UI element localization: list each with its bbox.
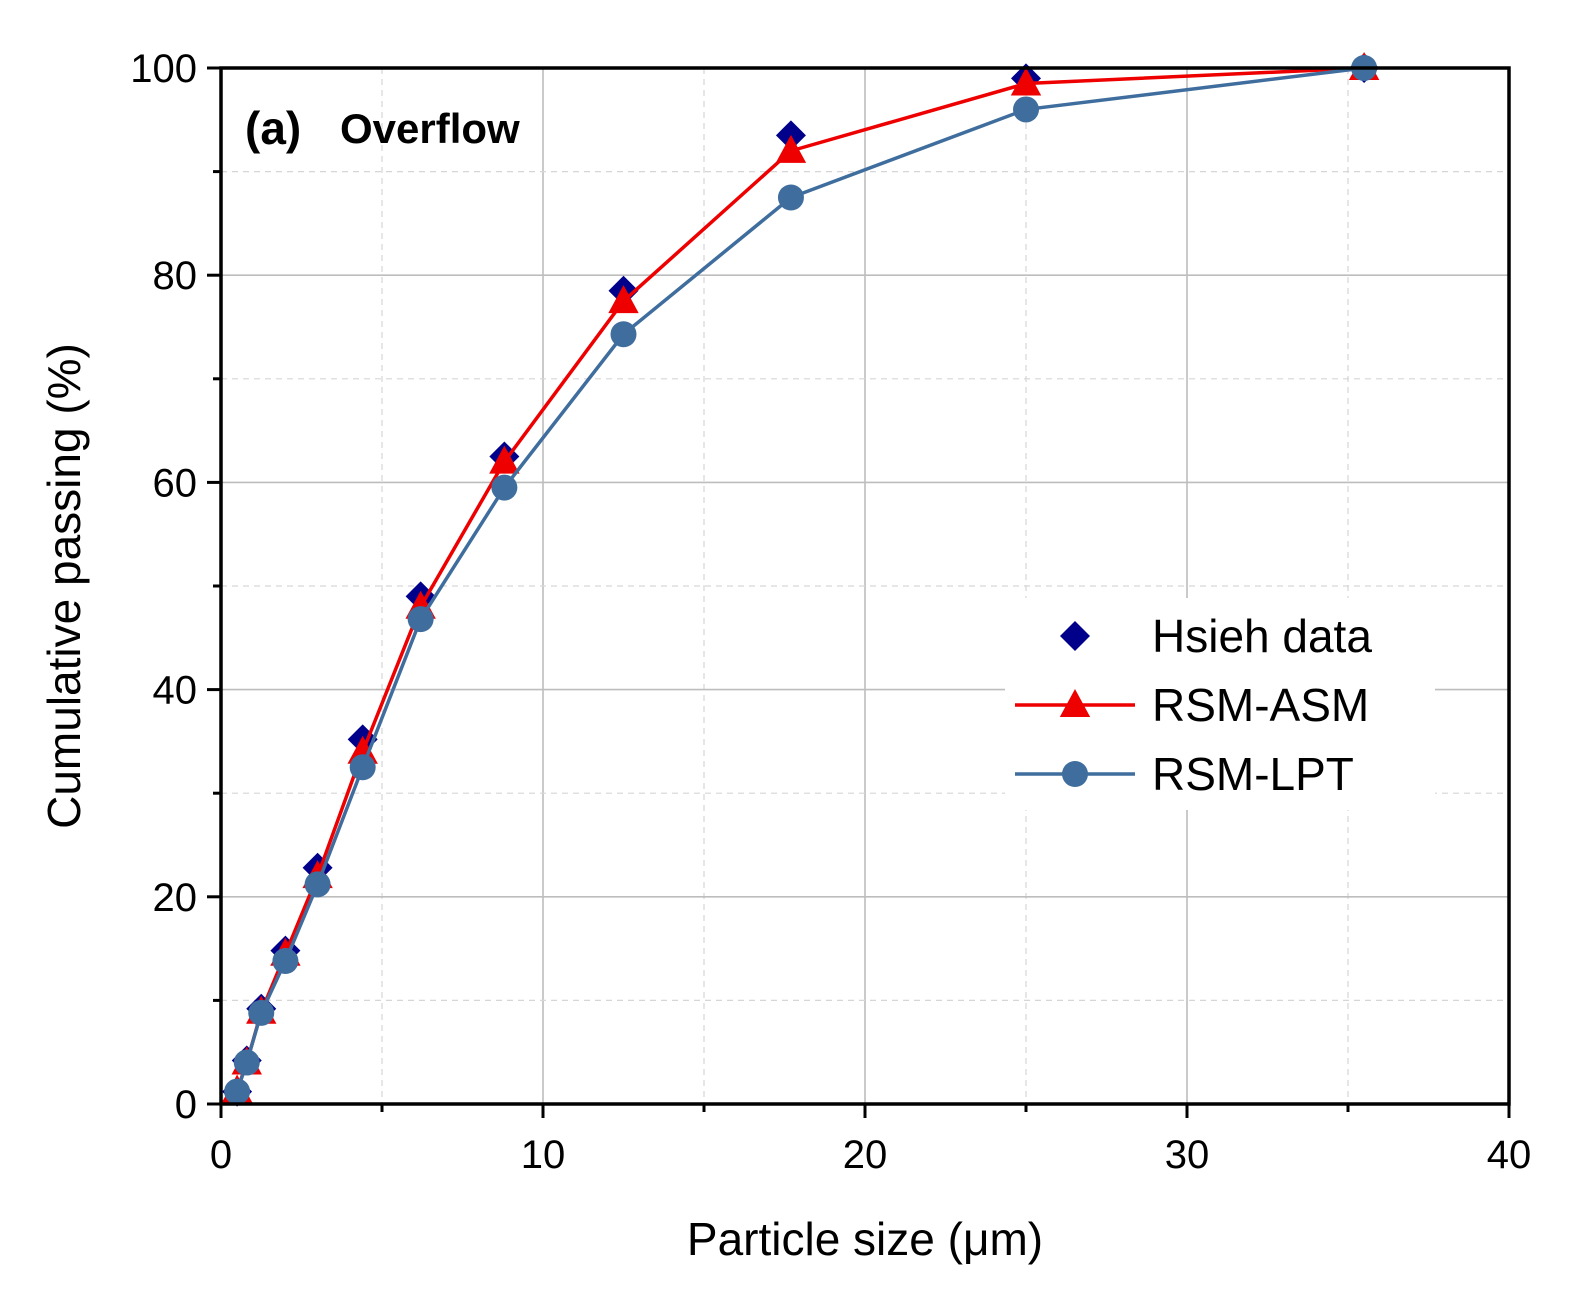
data-point bbox=[777, 184, 804, 211]
series-layer bbox=[219, 52, 1380, 1107]
x-tick-label: 20 bbox=[843, 1133, 888, 1177]
data-point bbox=[1013, 96, 1039, 123]
data-point bbox=[248, 999, 275, 1026]
axis-ticks: 0 10 20 30 40 0 20 40 60 80 100 bbox=[130, 47, 1531, 1177]
x-tick-label: 40 bbox=[1487, 1133, 1532, 1177]
legend-marker bbox=[1060, 621, 1090, 651]
data-point bbox=[608, 285, 639, 314]
data-point bbox=[610, 321, 637, 348]
legend: Hsieh data RSM-ASM RSM-LPT bbox=[1005, 598, 1435, 810]
data-point bbox=[491, 474, 518, 501]
data-point bbox=[775, 134, 807, 163]
x-tick-label: 0 bbox=[210, 1133, 232, 1177]
y-tick-label: 20 bbox=[153, 876, 198, 920]
legend-marker bbox=[1062, 761, 1088, 787]
series-rsm-asm bbox=[219, 52, 1380, 1106]
x-tick-label: 30 bbox=[1165, 1133, 1210, 1177]
legend-label: RSM-ASM bbox=[1152, 679, 1369, 731]
y-tick-label: 40 bbox=[153, 669, 198, 713]
legend-label: Hsieh data bbox=[1152, 610, 1372, 662]
y-tick-label: 60 bbox=[153, 461, 198, 505]
legend-label: RSM-LPT bbox=[1152, 748, 1354, 800]
chart-title: Overflow bbox=[340, 105, 520, 152]
y-axis-title: Cumulative passing (%) bbox=[38, 343, 90, 829]
panel-label: (a) bbox=[245, 102, 301, 154]
data-point bbox=[1010, 67, 1042, 96]
series-rsm-lpt bbox=[224, 55, 1378, 1105]
legend-item: RSM-LPT bbox=[1015, 748, 1354, 800]
data-point bbox=[349, 754, 376, 781]
legend-item: RSM-ASM bbox=[1015, 679, 1369, 731]
x-tick-label: 10 bbox=[521, 1133, 566, 1177]
legend-item: Hsieh data bbox=[1060, 610, 1372, 662]
y-tick-label: 0 bbox=[175, 1083, 197, 1127]
data-point bbox=[233, 1049, 260, 1076]
data-point bbox=[407, 606, 434, 633]
y-tick-label: 80 bbox=[153, 254, 198, 298]
series-line bbox=[235, 66, 1365, 1093]
grid-lines bbox=[221, 68, 1509, 1104]
y-tick-label: 100 bbox=[130, 47, 197, 91]
data-point bbox=[224, 1078, 251, 1105]
series-hsieh-data bbox=[222, 53, 1380, 1107]
x-axis-title: Particle size (μm) bbox=[687, 1213, 1043, 1265]
data-point bbox=[304, 871, 331, 898]
data-point bbox=[272, 948, 299, 975]
data-point bbox=[489, 445, 520, 474]
legend-marker bbox=[1059, 689, 1091, 717]
